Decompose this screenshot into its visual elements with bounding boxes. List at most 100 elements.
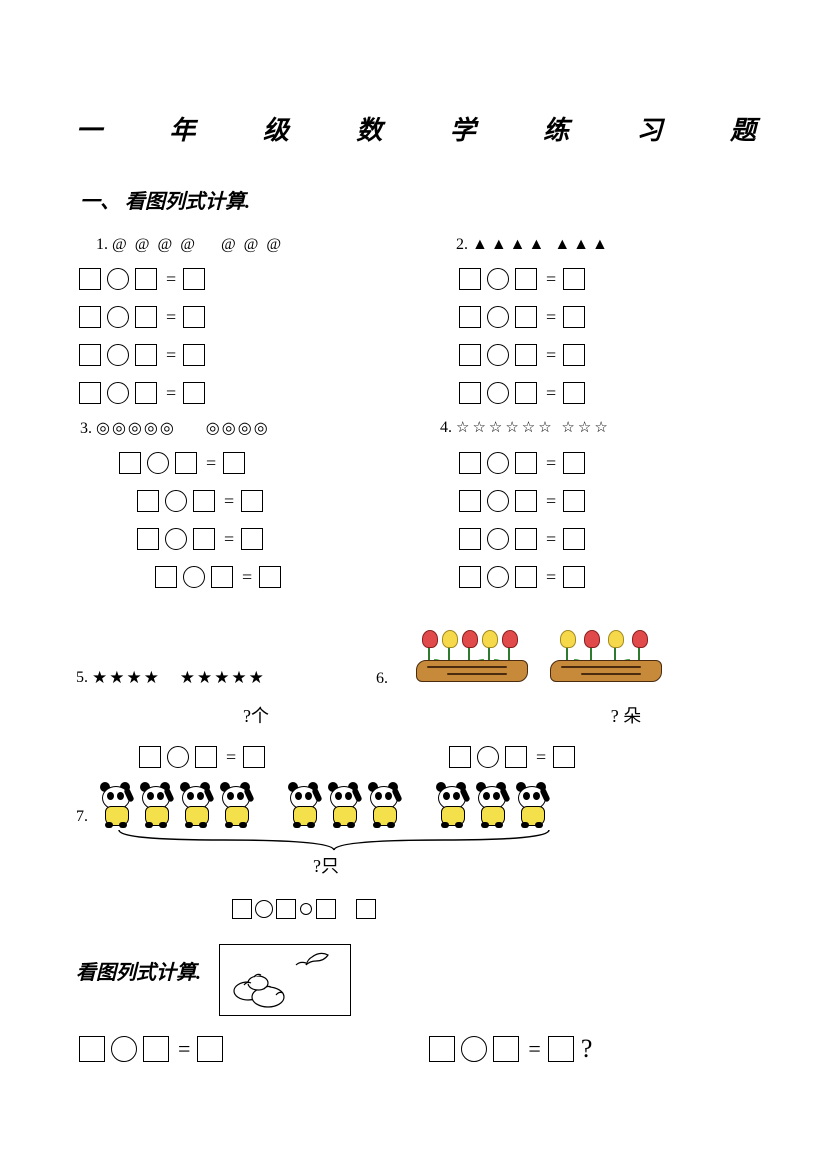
- answer-box[interactable]: [548, 1036, 574, 1062]
- answer-box[interactable]: [515, 306, 537, 328]
- answer-box[interactable]: [563, 566, 585, 588]
- operator-circle[interactable]: [165, 528, 187, 550]
- operator-circle[interactable]: [107, 306, 129, 328]
- title-char: 一: [76, 110, 102, 147]
- answer-box[interactable]: [193, 490, 215, 512]
- answer-box[interactable]: [79, 344, 101, 366]
- panda-icon: [434, 782, 470, 826]
- answer-box[interactable]: [356, 899, 376, 919]
- operator-circle[interactable]: [107, 382, 129, 404]
- answer-box[interactable]: [316, 899, 336, 919]
- answer-box[interactable]: [137, 490, 159, 512]
- answer-box[interactable]: [459, 268, 481, 290]
- answer-box[interactable]: [197, 1036, 223, 1062]
- answer-box[interactable]: [553, 746, 575, 768]
- operator-circle[interactable]: [487, 382, 509, 404]
- answer-box[interactable]: [276, 899, 296, 919]
- equals-sign: =: [536, 747, 546, 768]
- operator-circle[interactable]: [487, 452, 509, 474]
- answer-box[interactable]: [79, 306, 101, 328]
- answer-box[interactable]: [79, 1036, 105, 1062]
- operator-circle[interactable]: [107, 268, 129, 290]
- answer-box[interactable]: [459, 344, 481, 366]
- worksheet-page: 一 年 级 数 学 练 习 题 一、 看图列式计算. 1. @ @ @ @ @ …: [0, 0, 826, 1108]
- equation-row: =: [76, 374, 456, 412]
- answer-box[interactable]: [515, 528, 537, 550]
- answer-box[interactable]: [505, 746, 527, 768]
- answer-box[interactable]: [515, 490, 537, 512]
- answer-box[interactable]: [135, 382, 157, 404]
- answer-box[interactable]: [515, 344, 537, 366]
- operator-circle[interactable]: [487, 528, 509, 550]
- answer-box[interactable]: [241, 528, 263, 550]
- panda-icon: [178, 782, 214, 826]
- operator-circle[interactable]: [167, 746, 189, 768]
- operator-circle[interactable]: [255, 900, 273, 918]
- operator-circle[interactable]: [487, 490, 509, 512]
- answer-box[interactable]: [563, 490, 585, 512]
- answer-box[interactable]: [183, 306, 205, 328]
- flower-planter-icon: [550, 618, 660, 688]
- answer-box[interactable]: [143, 1036, 169, 1062]
- answer-box[interactable]: [459, 452, 481, 474]
- answer-box[interactable]: [241, 490, 263, 512]
- answer-box[interactable]: [563, 306, 585, 328]
- answer-box[interactable]: [79, 382, 101, 404]
- answer-box[interactable]: [459, 306, 481, 328]
- operator-circle[interactable]: [461, 1036, 487, 1062]
- operator-circle[interactable]: [111, 1036, 137, 1062]
- operator-circle[interactable]: [487, 344, 509, 366]
- answer-box[interactable]: [183, 344, 205, 366]
- answer-box[interactable]: [211, 566, 233, 588]
- answer-box[interactable]: [135, 268, 157, 290]
- operator-circle[interactable]: [487, 566, 509, 588]
- answer-box[interactable]: [119, 452, 141, 474]
- answer-box[interactable]: [515, 566, 537, 588]
- answer-box[interactable]: [563, 452, 585, 474]
- operator-circle[interactable]: [183, 566, 205, 588]
- answer-box[interactable]: [79, 268, 101, 290]
- answer-box[interactable]: [515, 452, 537, 474]
- answer-box[interactable]: [459, 490, 481, 512]
- answer-box[interactable]: [135, 344, 157, 366]
- operator-circle[interactable]: [107, 344, 129, 366]
- equals-sign: =: [546, 453, 556, 474]
- answer-box[interactable]: [459, 566, 481, 588]
- operator-circle[interactable]: [165, 490, 187, 512]
- answer-box[interactable]: [193, 528, 215, 550]
- operator-circle[interactable]: [477, 746, 499, 768]
- answer-box[interactable]: [135, 306, 157, 328]
- equals-sign: =: [226, 747, 236, 768]
- equals-sign: =: [546, 383, 556, 404]
- operator-circle[interactable]: [487, 268, 509, 290]
- answer-box[interactable]: [175, 452, 197, 474]
- answer-box[interactable]: [449, 746, 471, 768]
- section-heading-2: 看图列式计算.: [76, 956, 201, 985]
- answer-box[interactable]: [459, 382, 481, 404]
- answer-box[interactable]: [195, 746, 217, 768]
- answer-box[interactable]: [223, 452, 245, 474]
- operator-circle[interactable]: [147, 452, 169, 474]
- answer-box[interactable]: [183, 268, 205, 290]
- answer-box[interactable]: [429, 1036, 455, 1062]
- equals-sign: =: [166, 383, 176, 404]
- answer-box[interactable]: [183, 382, 205, 404]
- answer-box[interactable]: [563, 268, 585, 290]
- answer-box[interactable]: [137, 528, 159, 550]
- operator-circle[interactable]: [487, 306, 509, 328]
- answer-box[interactable]: [243, 746, 265, 768]
- answer-box[interactable]: [232, 899, 252, 919]
- answer-box[interactable]: [139, 746, 161, 768]
- answer-box[interactable]: [459, 528, 481, 550]
- answer-box[interactable]: [493, 1036, 519, 1062]
- problem-5-symbols: ★★★★ ★★★★★: [92, 668, 266, 688]
- problem-number-5: 5.: [76, 669, 92, 687]
- operator-circle[interactable]: [300, 903, 312, 915]
- answer-box[interactable]: [155, 566, 177, 588]
- answer-box[interactable]: [563, 528, 585, 550]
- answer-box[interactable]: [515, 382, 537, 404]
- answer-box[interactable]: [563, 344, 585, 366]
- answer-box[interactable]: [259, 566, 281, 588]
- answer-box[interactable]: [563, 382, 585, 404]
- answer-box[interactable]: [515, 268, 537, 290]
